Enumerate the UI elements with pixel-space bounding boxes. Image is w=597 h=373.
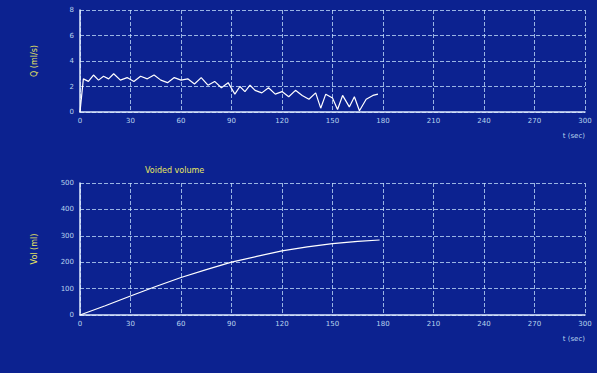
svg-text:240: 240 [477,320,490,328]
svg-text:300: 300 [578,320,591,328]
svg-text:120: 120 [275,320,288,328]
svg-text:60: 60 [177,320,186,328]
svg-text:0: 0 [70,108,74,116]
svg-text:300: 300 [61,232,74,240]
svg-text:240: 240 [477,117,490,125]
svg-text:t (sec): t (sec) [563,132,586,140]
svg-text:210: 210 [427,320,440,328]
svg-text:t (sec): t (sec) [563,335,586,343]
svg-text:Voided volume: Voided volume [145,166,204,175]
svg-text:200: 200 [61,258,74,266]
svg-text:6: 6 [70,32,75,40]
svg-text:100: 100 [61,285,74,293]
svg-text:400: 400 [61,205,74,213]
svg-text:30: 30 [126,117,135,125]
svg-text:180: 180 [376,117,389,125]
svg-text:2: 2 [70,83,74,91]
svg-text:270: 270 [528,117,541,125]
svg-text:0: 0 [78,320,82,328]
svg-text:180: 180 [376,320,389,328]
svg-text:210: 210 [427,117,440,125]
svg-text:300: 300 [578,117,591,125]
svg-text:90: 90 [227,117,236,125]
svg-text:150: 150 [326,320,339,328]
svg-text:Vol (ml): Vol (ml) [30,234,39,265]
svg-text:0: 0 [78,117,82,125]
svg-text:0: 0 [70,311,74,319]
svg-text:90: 90 [227,320,236,328]
svg-text:500: 500 [61,179,74,187]
svg-text:Q (ml/s): Q (ml/s) [30,45,39,77]
svg-text:270: 270 [528,320,541,328]
svg-text:30: 30 [126,320,135,328]
svg-text:4: 4 [70,57,75,65]
svg-text:8: 8 [70,6,74,14]
svg-text:120: 120 [275,117,288,125]
svg-text:60: 60 [177,117,186,125]
svg-text:150: 150 [326,117,339,125]
